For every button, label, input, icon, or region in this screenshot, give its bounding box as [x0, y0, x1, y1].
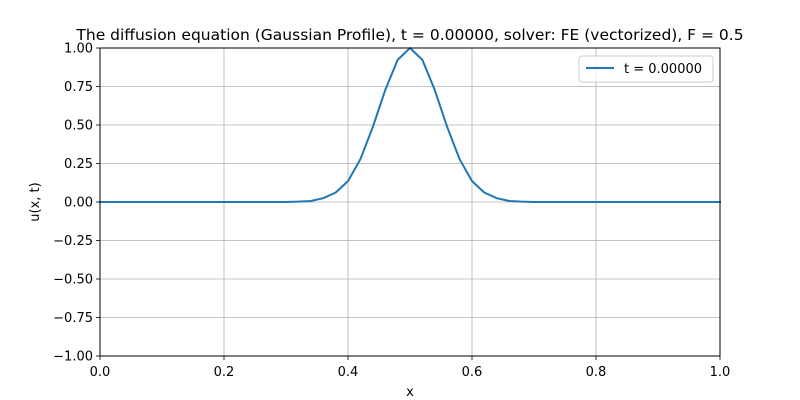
y-tick-label: −0.75 — [53, 311, 93, 326]
y-tick-label: −0.50 — [53, 273, 93, 288]
legend-box — [578, 55, 714, 83]
y-tick-label: −1.00 — [53, 350, 93, 365]
y-tick-label: −0.25 — [53, 234, 93, 249]
y-tick-label: 1.00 — [64, 42, 93, 57]
x-tick-label: 0.4 — [338, 365, 359, 380]
y-tick-label: 0.75 — [64, 80, 93, 95]
y-tick-label: 0.25 — [64, 157, 93, 172]
chart-title: The diffusion equation (Gaussian Profile… — [75, 26, 743, 44]
x-tick-label: 0.0 — [90, 365, 111, 380]
x-tick-label: 0.8 — [586, 365, 607, 380]
legend-label: t = 0.00000 — [624, 62, 702, 77]
legend: t = 0.00000 — [578, 55, 714, 83]
plot-area — [99, 47, 721, 357]
x-axis: 0.0 0.2 0.4 0.6 0.8 1.0 — [90, 356, 731, 380]
y-tick-label: 0.50 — [64, 119, 93, 134]
y-tick-label: 0.00 — [64, 196, 93, 211]
x-tick-label: 0.2 — [214, 365, 235, 380]
x-tick-label: 0.6 — [462, 365, 483, 380]
x-tick-label: 1.0 — [710, 365, 731, 380]
y-axis-title: u(x, t) — [28, 182, 43, 221]
x-axis-title: x — [406, 385, 414, 400]
y-axis: −1.00 −0.75 −0.50 −0.25 0.00 0.25 0.50 0.75 1.00 — [53, 42, 100, 365]
